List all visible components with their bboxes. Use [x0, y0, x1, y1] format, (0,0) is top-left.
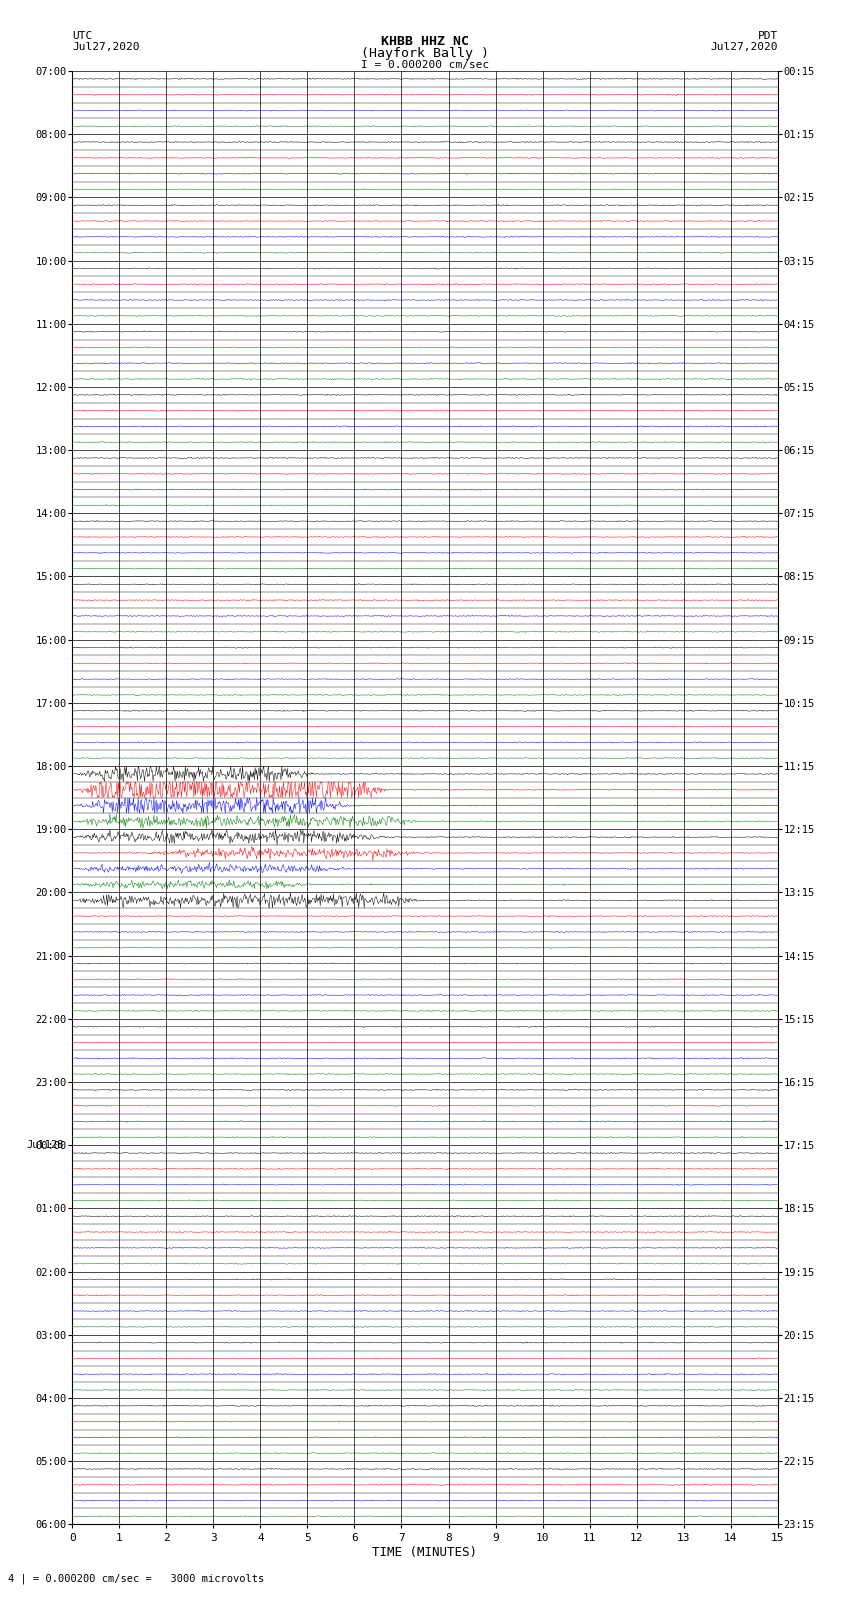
- Text: Jul27,2020: Jul27,2020: [72, 42, 139, 52]
- X-axis label: TIME (MINUTES): TIME (MINUTES): [372, 1547, 478, 1560]
- Text: 4 | = 0.000200 cm/sec =   3000 microvolts: 4 | = 0.000200 cm/sec = 3000 microvolts: [8, 1573, 264, 1584]
- Text: PDT: PDT: [757, 31, 778, 40]
- Text: UTC: UTC: [72, 31, 93, 40]
- Text: KHBB HHZ NC: KHBB HHZ NC: [381, 35, 469, 48]
- Text: Jul27,2020: Jul27,2020: [711, 42, 778, 52]
- Text: I = 0.000200 cm/sec: I = 0.000200 cm/sec: [361, 60, 489, 69]
- Text: Jul128: Jul128: [26, 1140, 64, 1150]
- Text: (Hayfork Bally ): (Hayfork Bally ): [361, 47, 489, 60]
